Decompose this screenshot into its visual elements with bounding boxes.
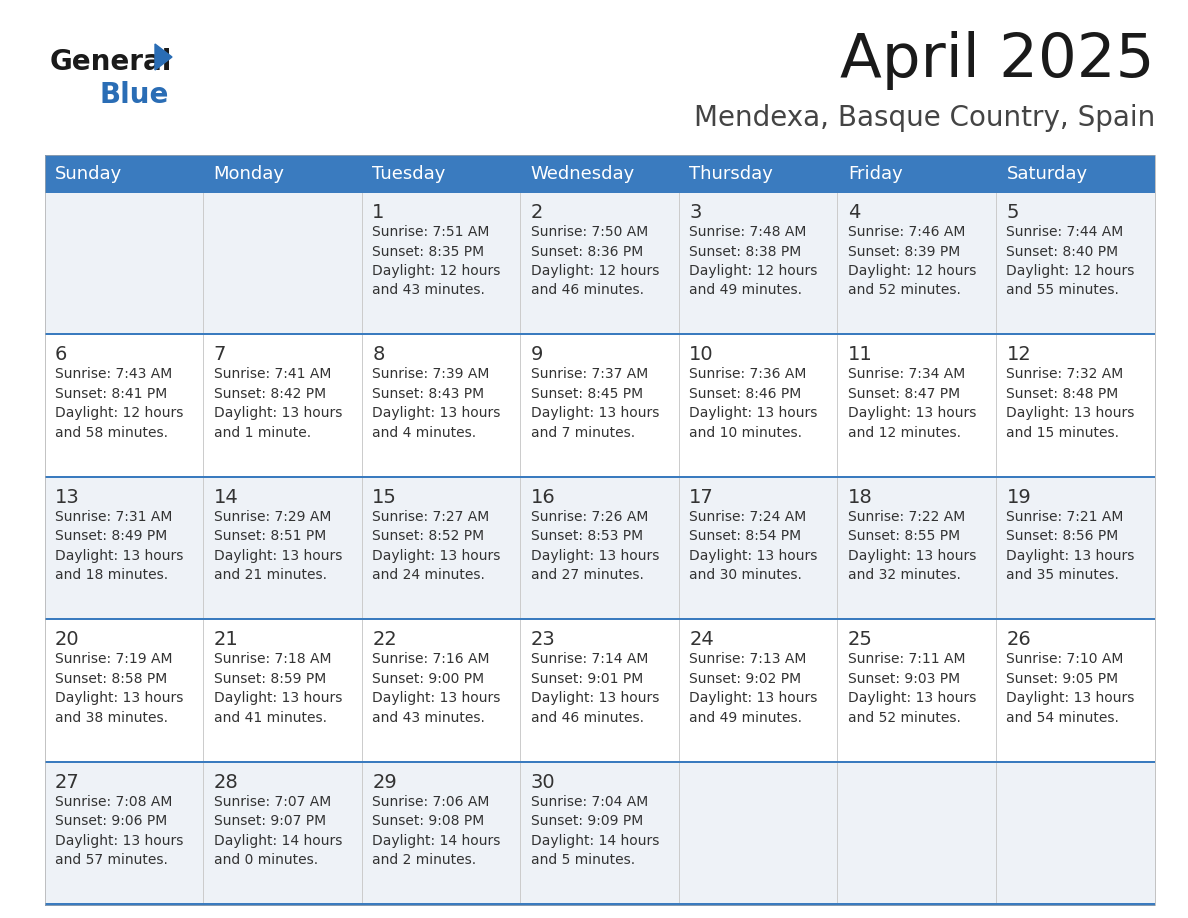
Text: 17: 17 — [689, 487, 714, 507]
Text: Sunrise: 7:16 AM
Sunset: 9:00 PM
Daylight: 13 hours
and 43 minutes.: Sunrise: 7:16 AM Sunset: 9:00 PM Dayligh… — [372, 652, 500, 724]
Text: Sunrise: 7:11 AM
Sunset: 9:03 PM
Daylight: 13 hours
and 52 minutes.: Sunrise: 7:11 AM Sunset: 9:03 PM Dayligh… — [848, 652, 977, 724]
Text: 19: 19 — [1006, 487, 1031, 507]
Text: 26: 26 — [1006, 630, 1031, 649]
Bar — [45, 618, 1155, 621]
Text: Sunrise: 7:29 AM
Sunset: 8:51 PM
Daylight: 13 hours
and 21 minutes.: Sunrise: 7:29 AM Sunset: 8:51 PM Dayligh… — [214, 509, 342, 582]
Text: Tuesday: Tuesday — [372, 165, 446, 183]
Text: Mendexa, Basque Country, Spain: Mendexa, Basque Country, Spain — [694, 104, 1155, 132]
Bar — [45, 476, 1155, 479]
Text: Blue: Blue — [100, 81, 170, 109]
Text: Sunrise: 7:48 AM
Sunset: 8:38 PM
Daylight: 12 hours
and 49 minutes.: Sunrise: 7:48 AM Sunset: 8:38 PM Dayligh… — [689, 225, 817, 297]
Text: Sunrise: 7:21 AM
Sunset: 8:56 PM
Daylight: 13 hours
and 35 minutes.: Sunrise: 7:21 AM Sunset: 8:56 PM Dayligh… — [1006, 509, 1135, 582]
Text: 16: 16 — [531, 487, 556, 507]
Bar — [45, 477, 1155, 621]
Text: 15: 15 — [372, 487, 397, 507]
Text: Sunrise: 7:06 AM
Sunset: 9:08 PM
Daylight: 14 hours
and 2 minutes.: Sunrise: 7:06 AM Sunset: 9:08 PM Dayligh… — [372, 795, 500, 868]
Bar — [45, 761, 1155, 764]
Text: Sunrise: 7:27 AM
Sunset: 8:52 PM
Daylight: 13 hours
and 24 minutes.: Sunrise: 7:27 AM Sunset: 8:52 PM Dayligh… — [372, 509, 500, 582]
Bar — [45, 193, 1155, 335]
Bar — [45, 621, 1155, 763]
Text: Sunrise: 7:08 AM
Sunset: 9:06 PM
Daylight: 13 hours
and 57 minutes.: Sunrise: 7:08 AM Sunset: 9:06 PM Dayligh… — [55, 795, 183, 868]
Text: Thursday: Thursday — [689, 165, 773, 183]
Text: 22: 22 — [372, 630, 397, 649]
Text: Sunrise: 7:31 AM
Sunset: 8:49 PM
Daylight: 13 hours
and 18 minutes.: Sunrise: 7:31 AM Sunset: 8:49 PM Dayligh… — [55, 509, 183, 582]
Text: 4: 4 — [848, 203, 860, 222]
Text: 11: 11 — [848, 345, 873, 364]
Text: 29: 29 — [372, 773, 397, 791]
Text: Sunrise: 7:22 AM
Sunset: 8:55 PM
Daylight: 13 hours
and 32 minutes.: Sunrise: 7:22 AM Sunset: 8:55 PM Dayligh… — [848, 509, 977, 582]
Text: 9: 9 — [531, 345, 543, 364]
Text: 21: 21 — [214, 630, 239, 649]
Text: Sunrise: 7:46 AM
Sunset: 8:39 PM
Daylight: 12 hours
and 52 minutes.: Sunrise: 7:46 AM Sunset: 8:39 PM Dayligh… — [848, 225, 977, 297]
Text: 24: 24 — [689, 630, 714, 649]
Text: 5: 5 — [1006, 203, 1019, 222]
Text: General: General — [50, 48, 172, 76]
Text: 18: 18 — [848, 487, 873, 507]
Text: 2: 2 — [531, 203, 543, 222]
Bar — [45, 333, 1155, 336]
Text: 27: 27 — [55, 773, 80, 791]
Text: Sunrise: 7:14 AM
Sunset: 9:01 PM
Daylight: 13 hours
and 46 minutes.: Sunrise: 7:14 AM Sunset: 9:01 PM Dayligh… — [531, 652, 659, 724]
Text: Sunrise: 7:37 AM
Sunset: 8:45 PM
Daylight: 13 hours
and 7 minutes.: Sunrise: 7:37 AM Sunset: 8:45 PM Dayligh… — [531, 367, 659, 440]
Text: 1: 1 — [372, 203, 385, 222]
Text: Sunrise: 7:07 AM
Sunset: 9:07 PM
Daylight: 14 hours
and 0 minutes.: Sunrise: 7:07 AM Sunset: 9:07 PM Dayligh… — [214, 795, 342, 868]
Text: Sunrise: 7:13 AM
Sunset: 9:02 PM
Daylight: 13 hours
and 49 minutes.: Sunrise: 7:13 AM Sunset: 9:02 PM Dayligh… — [689, 652, 817, 724]
Text: Sunrise: 7:39 AM
Sunset: 8:43 PM
Daylight: 13 hours
and 4 minutes.: Sunrise: 7:39 AM Sunset: 8:43 PM Dayligh… — [372, 367, 500, 440]
Text: Sunday: Sunday — [55, 165, 122, 183]
Text: Sunrise: 7:43 AM
Sunset: 8:41 PM
Daylight: 12 hours
and 58 minutes.: Sunrise: 7:43 AM Sunset: 8:41 PM Dayligh… — [55, 367, 183, 440]
Text: Sunrise: 7:34 AM
Sunset: 8:47 PM
Daylight: 13 hours
and 12 minutes.: Sunrise: 7:34 AM Sunset: 8:47 PM Dayligh… — [848, 367, 977, 440]
Text: Sunrise: 7:04 AM
Sunset: 9:09 PM
Daylight: 14 hours
and 5 minutes.: Sunrise: 7:04 AM Sunset: 9:09 PM Dayligh… — [531, 795, 659, 868]
Text: 12: 12 — [1006, 345, 1031, 364]
Text: 25: 25 — [848, 630, 873, 649]
Text: Monday: Monday — [214, 165, 285, 183]
Bar — [45, 903, 1155, 906]
Text: Sunrise: 7:26 AM
Sunset: 8:53 PM
Daylight: 13 hours
and 27 minutes.: Sunrise: 7:26 AM Sunset: 8:53 PM Dayligh… — [531, 509, 659, 582]
Text: April 2025: April 2025 — [840, 30, 1155, 89]
Text: 8: 8 — [372, 345, 385, 364]
Text: 13: 13 — [55, 487, 80, 507]
Text: Sunrise: 7:51 AM
Sunset: 8:35 PM
Daylight: 12 hours
and 43 minutes.: Sunrise: 7:51 AM Sunset: 8:35 PM Dayligh… — [372, 225, 500, 297]
Text: Sunrise: 7:19 AM
Sunset: 8:58 PM
Daylight: 13 hours
and 38 minutes.: Sunrise: 7:19 AM Sunset: 8:58 PM Dayligh… — [55, 652, 183, 724]
Text: 28: 28 — [214, 773, 239, 791]
Bar — [45, 335, 1155, 477]
Text: Wednesday: Wednesday — [531, 165, 634, 183]
Polygon shape — [154, 44, 172, 70]
Text: 6: 6 — [55, 345, 68, 364]
Text: 7: 7 — [214, 345, 226, 364]
Text: 3: 3 — [689, 203, 702, 222]
Text: 23: 23 — [531, 630, 556, 649]
Text: 14: 14 — [214, 487, 239, 507]
Bar — [45, 155, 1155, 193]
Text: Sunrise: 7:36 AM
Sunset: 8:46 PM
Daylight: 13 hours
and 10 minutes.: Sunrise: 7:36 AM Sunset: 8:46 PM Dayligh… — [689, 367, 817, 440]
Text: Sunrise: 7:18 AM
Sunset: 8:59 PM
Daylight: 13 hours
and 41 minutes.: Sunrise: 7:18 AM Sunset: 8:59 PM Dayligh… — [214, 652, 342, 724]
Bar — [45, 155, 1155, 905]
Text: Sunrise: 7:50 AM
Sunset: 8:36 PM
Daylight: 12 hours
and 46 minutes.: Sunrise: 7:50 AM Sunset: 8:36 PM Dayligh… — [531, 225, 659, 297]
Text: Sunrise: 7:24 AM
Sunset: 8:54 PM
Daylight: 13 hours
and 30 minutes.: Sunrise: 7:24 AM Sunset: 8:54 PM Dayligh… — [689, 509, 817, 582]
Text: Sunrise: 7:32 AM
Sunset: 8:48 PM
Daylight: 13 hours
and 15 minutes.: Sunrise: 7:32 AM Sunset: 8:48 PM Dayligh… — [1006, 367, 1135, 440]
Text: Saturday: Saturday — [1006, 165, 1087, 183]
Text: 20: 20 — [55, 630, 80, 649]
Text: Sunrise: 7:10 AM
Sunset: 9:05 PM
Daylight: 13 hours
and 54 minutes.: Sunrise: 7:10 AM Sunset: 9:05 PM Dayligh… — [1006, 652, 1135, 724]
Bar — [45, 763, 1155, 905]
Text: Friday: Friday — [848, 165, 903, 183]
Text: 10: 10 — [689, 345, 714, 364]
Text: Sunrise: 7:44 AM
Sunset: 8:40 PM
Daylight: 12 hours
and 55 minutes.: Sunrise: 7:44 AM Sunset: 8:40 PM Dayligh… — [1006, 225, 1135, 297]
Text: Sunrise: 7:41 AM
Sunset: 8:42 PM
Daylight: 13 hours
and 1 minute.: Sunrise: 7:41 AM Sunset: 8:42 PM Dayligh… — [214, 367, 342, 440]
Text: 30: 30 — [531, 773, 555, 791]
